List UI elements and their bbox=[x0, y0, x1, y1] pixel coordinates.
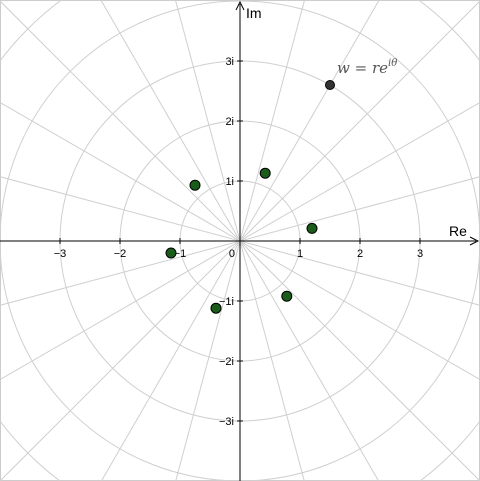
root-point bbox=[189, 179, 201, 191]
root-point bbox=[306, 222, 318, 234]
root-point bbox=[165, 247, 177, 259]
w-point bbox=[325, 80, 335, 90]
x-tick-label: −1 bbox=[174, 248, 187, 260]
root-point bbox=[210, 302, 222, 314]
x-axis-label: Re bbox=[449, 223, 467, 239]
x-tick-label: −3 bbox=[54, 248, 67, 260]
root-point bbox=[281, 290, 293, 302]
imaginary-axis-arrow bbox=[235, 0, 245, 11]
y-tick-label: 3i bbox=[225, 56, 234, 68]
y-tick-label: −3i bbox=[219, 416, 234, 428]
y-tick-label: 2i bbox=[225, 116, 234, 128]
y-tick-label: −1i bbox=[219, 296, 234, 308]
y-tick-label: −2i bbox=[219, 356, 234, 368]
x-tick-label: −2 bbox=[114, 248, 127, 260]
x-tick-label: 3 bbox=[417, 248, 423, 260]
x-tick-label: 1 bbox=[297, 248, 303, 260]
root-point bbox=[259, 167, 271, 179]
x-tick-label: 0 bbox=[229, 248, 235, 260]
real-axis-arrow bbox=[469, 236, 480, 246]
y-axis-label: Im bbox=[246, 5, 262, 21]
tick-labels: −3 −2 −1 0 1 2 3 3i 2i 1i −1i −2i −3i bbox=[54, 56, 423, 428]
w-point-label: w = reiθ bbox=[337, 58, 397, 77]
x-tick-label: 2 bbox=[357, 248, 363, 260]
y-tick-label: 1i bbox=[225, 176, 234, 188]
data-points bbox=[165, 80, 335, 314]
